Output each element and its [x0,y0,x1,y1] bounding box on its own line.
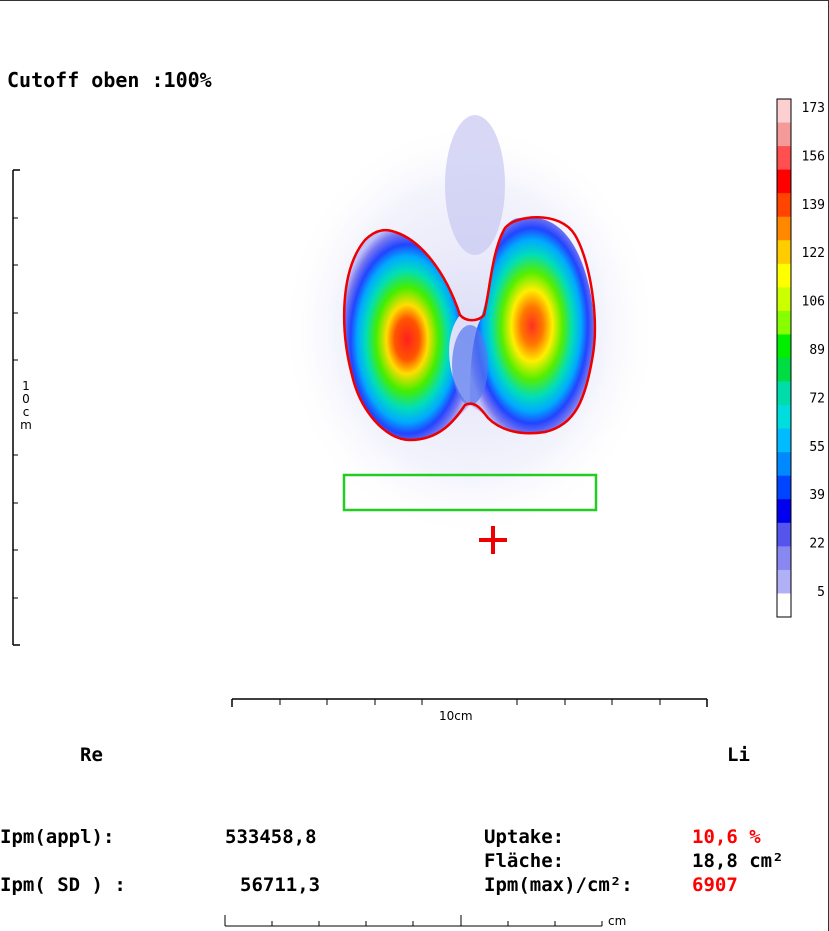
color-scale-segment [777,334,791,359]
color-scale-segment [777,310,791,335]
color-scale-tick: 156 [802,149,825,164]
color-scale-tick: 89 [809,343,825,358]
color-scale-tick: 173 [802,101,825,116]
orientation-left-label: Li [727,744,750,766]
color-scale-segment [777,522,791,547]
horizontal-scale-label: 10cm [439,709,473,723]
color-scale-segment [777,358,791,383]
pyramidal-lobe [445,115,505,255]
color-scale-tick: 22 [809,537,825,552]
color-scale-segment [777,240,791,265]
color-scale-segment [777,287,791,312]
frame-top-border [0,0,829,1]
color-scale-tick: 5 [817,585,825,600]
color-scale-segment [777,193,791,218]
color-scale-segment [777,593,791,618]
background-roi [342,473,598,512]
ipm-sd-label: Ipm( SD ) : [0,874,126,896]
color-scale-segment [777,263,791,288]
right-lobe-uptake [344,230,470,440]
color-scale-segment [777,381,791,406]
ipm-appl-label: Ipm(appl): [0,826,115,848]
ipm-sd-value: 56711,3 [240,874,321,896]
color-scale-segment [777,499,791,524]
color-scale-labels: 173 156 139 122 106 89 72 55 39 22 5 [802,101,825,600]
bottom-scale [224,915,603,927]
left-lobe-uptake [470,217,594,435]
color-scale-tick: 139 [802,198,825,213]
horizontal-scale [231,698,708,707]
color-scale-segment [777,99,791,124]
vertical-scale [12,169,20,646]
uptake-value: 10,6 % [692,826,761,848]
color-scale-tick: 106 [802,295,825,310]
color-scale-tick: 39 [809,488,825,503]
color-scale-segment [777,405,791,430]
ipm-max-value: 6907 [692,874,738,896]
color-scale-segment [777,216,791,241]
color-scale-tick: 55 [809,440,825,455]
bottom-scale-unit: cm [608,914,626,928]
color-scale-segment [777,546,791,571]
color-scale-tick: 72 [809,391,825,406]
color-scale-tick: 122 [802,246,825,261]
color-scale-segment [777,428,791,453]
color-scale-segment [777,146,791,171]
color-scale-segment [777,475,791,500]
ipm-appl-value: 533458,8 [225,826,317,848]
flaeche-label: Fläche: [484,850,565,872]
color-scale-segment [777,452,791,477]
cutoff-label: Cutoff oben :100% [7,68,212,92]
uptake-label: Uptake: [484,826,565,848]
flaeche-value: 18,8 cm² [692,850,784,872]
isthmus [452,325,488,405]
orientation-right-label: Re [80,744,103,766]
ipm-max-label: Ipm(max)/cm²: [484,874,633,896]
color-scale-segment [777,169,791,194]
color-scale-segment [777,122,791,147]
color-scale-bar [776,98,792,618]
roi-outline [342,216,597,442]
color-scale-outline [776,98,792,618]
color-scale-segment [777,569,791,594]
